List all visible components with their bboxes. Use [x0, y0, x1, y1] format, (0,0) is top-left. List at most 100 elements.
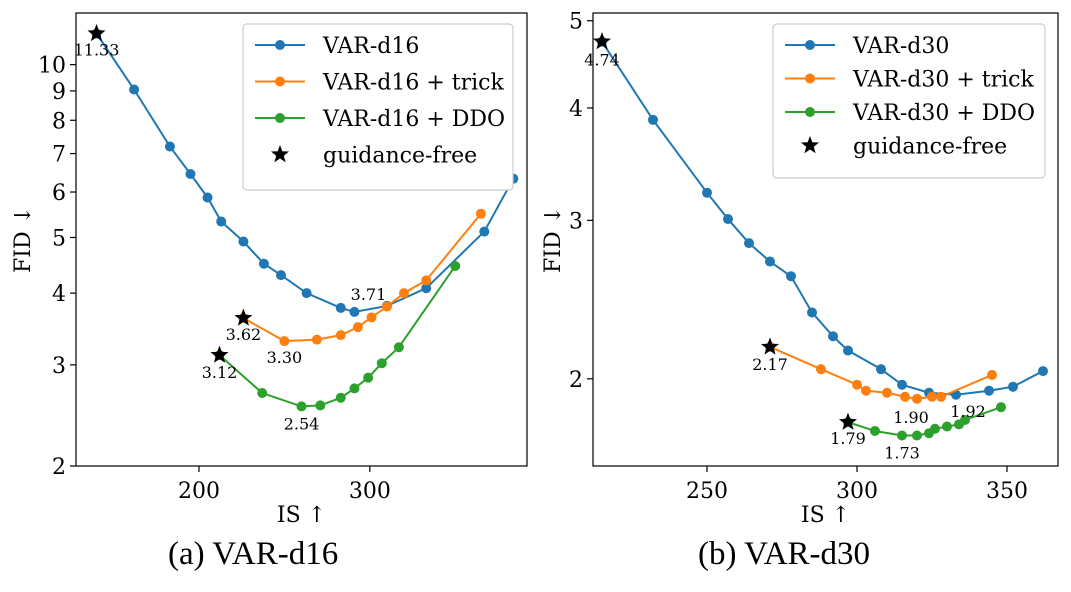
- y-tick-label: 5: [569, 10, 583, 35]
- data-point: [164, 141, 175, 152]
- chart-panel-0: 200 300 2 3 4 5 6 7 8 910 IS ↑ FID ↓ 11.33 3.71 3.62 3.…: [11, 12, 528, 528]
- x-tick-label: 300: [349, 479, 391, 504]
- guidance-free-star: [760, 337, 780, 355]
- legend-label: guidance-free: [323, 144, 477, 169]
- plot-frame: [592, 12, 1059, 467]
- legend-item: VAR-d16: [255, 34, 419, 59]
- legend-box: [772, 23, 1046, 179]
- legend-item: VAR-d30: [785, 34, 949, 59]
- series-1: [765, 341, 997, 404]
- data-label: 4.74: [584, 51, 620, 70]
- guidance-free-star: [87, 23, 106, 42]
- x-tick-label: 300: [836, 479, 878, 504]
- data-label: 1.79: [830, 429, 866, 448]
- data-point: [843, 345, 853, 356]
- x-tick-label: 250: [686, 479, 728, 504]
- y-tick-label: 10: [38, 54, 66, 79]
- legend-box: [242, 23, 514, 191]
- data-point: [897, 430, 907, 441]
- data-point: [296, 401, 307, 412]
- legend-item: VAR-d16 + trick: [255, 71, 504, 96]
- legend-item: VAR-d16 + DDO: [255, 107, 505, 132]
- series-3: [592, 32, 858, 430]
- legend-marker: [805, 73, 815, 84]
- series-line: [218, 265, 457, 408]
- data-point: [202, 192, 213, 203]
- legend-marker: [275, 113, 285, 123]
- data-point: [311, 334, 322, 345]
- data-point: [870, 425, 880, 436]
- data-point: [399, 288, 409, 299]
- legend-label: VAR-d16: [322, 34, 419, 59]
- y-tick-label: 2: [569, 368, 583, 393]
- legend-marker: [275, 76, 285, 87]
- legend-item: VAR-d30 + trick: [785, 68, 1034, 93]
- data-point: [479, 226, 490, 237]
- data-label: 11.33: [74, 40, 120, 59]
- legend-label: VAR-d16 + trick: [322, 71, 504, 96]
- data-point: [960, 414, 970, 425]
- data-point: [335, 302, 346, 313]
- data-point: [912, 393, 922, 404]
- legend-label: VAR-d30 + trick: [852, 68, 1034, 93]
- data-point: [301, 288, 312, 299]
- data-point: [450, 260, 461, 271]
- data-label: 2.54: [284, 414, 320, 433]
- data-point: [363, 372, 374, 383]
- data-point: [335, 330, 346, 341]
- data-point: [421, 283, 432, 294]
- data-point: [352, 322, 363, 333]
- data-point: [421, 275, 432, 286]
- data-point: [942, 421, 952, 432]
- data-point: [897, 379, 907, 390]
- series-0: [597, 36, 1048, 400]
- x-tick-label: 200: [178, 479, 220, 504]
- y-tick-label: 9: [52, 80, 66, 105]
- data-label: 3.12: [202, 363, 238, 382]
- data-point: [335, 392, 346, 403]
- legend-label: guidance-free: [853, 135, 1007, 160]
- data-point: [238, 236, 249, 247]
- y-tick-label: 6: [52, 181, 66, 206]
- series-1: [238, 208, 486, 347]
- data-point: [216, 216, 227, 227]
- data-point: [279, 336, 290, 347]
- data-label: 3.71: [351, 285, 387, 304]
- data-label: 3.30: [267, 348, 303, 367]
- data-point: [258, 258, 269, 269]
- legend-marker: [275, 40, 285, 50]
- data-point: [185, 168, 196, 179]
- data-point: [861, 385, 871, 396]
- legend-label: VAR-d30 + DDO: [852, 101, 1035, 126]
- y-axis-label: FID ↓: [11, 206, 36, 273]
- guidance-free-star: [838, 412, 858, 430]
- legend-marker: [800, 136, 820, 154]
- data-point: [786, 271, 796, 282]
- data-point: [828, 331, 838, 342]
- guidance-free-star: [234, 308, 253, 326]
- data-point: [381, 301, 392, 312]
- data-point: [930, 423, 940, 434]
- data-point: [1008, 381, 1018, 392]
- series-line: [242, 213, 482, 343]
- data-point: [1038, 366, 1048, 377]
- data-point: [900, 391, 910, 402]
- data-point: [315, 400, 326, 411]
- data-point: [987, 369, 997, 380]
- data-point: [648, 114, 658, 125]
- data-point: [723, 214, 733, 225]
- legend-item: guidance-free: [270, 144, 477, 169]
- legend-label: VAR-d16 + DDO: [322, 107, 505, 132]
- chart-panel-1: 250 300 350 2 3 4 5 IS ↑ FID ↓ 4.74 2.17 1.90 1.92 1.…: [541, 10, 1059, 528]
- data-point: [276, 270, 286, 281]
- y-tick-label: 3: [52, 354, 66, 379]
- data-point: [393, 342, 404, 353]
- caption-b: (b) VAR-d30: [698, 536, 871, 572]
- data-point: [349, 383, 360, 394]
- legend: VAR-d30 VAR-d30 + trick VAR-d30 + DDO guida…: [772, 23, 1046, 179]
- y-axis-label: FID ↓: [541, 206, 566, 273]
- data-point: [349, 306, 360, 317]
- legend-marker: [805, 40, 815, 50]
- data-point: [816, 364, 826, 375]
- legend-marker: [270, 145, 290, 163]
